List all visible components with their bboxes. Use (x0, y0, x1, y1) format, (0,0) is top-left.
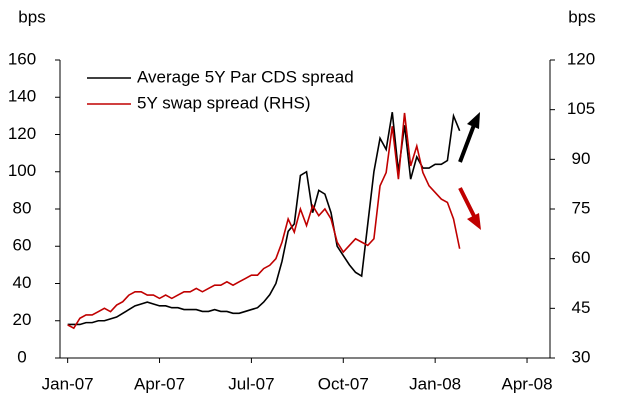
y2-tick-label: 105 (567, 99, 595, 118)
y-tick-label: 40 (13, 273, 32, 292)
x-tick-label: Jul-07 (228, 374, 274, 393)
arrow-up-head (467, 112, 480, 129)
arrow-down-head (467, 213, 481, 230)
y2-axis-label: bps (568, 7, 595, 26)
y-tick-label: 140 (8, 87, 36, 106)
x-tick-label: Jan-08 (409, 374, 461, 393)
y-tick-label: 20 (13, 310, 32, 329)
y-tick-label: 100 (8, 161, 36, 180)
y2-tick-label: 60 (572, 248, 591, 267)
arrow-up (458, 124, 476, 163)
y-tick-label: 160 (8, 49, 36, 68)
y2-tick-label: 45 (572, 298, 591, 317)
series-line (67, 112, 461, 326)
x-tick-label: Apr-07 (134, 374, 185, 393)
y-tick-label: 120 (8, 124, 36, 143)
y-tick-label: 80 (13, 198, 32, 217)
legend-label: 5Y swap spread (RHS) (137, 93, 311, 112)
series-line (67, 112, 461, 330)
legend-label: Average 5Y Par CDS spread (137, 67, 354, 86)
y2-tick-label: 30 (572, 347, 591, 366)
x-tick-label: Oct-07 (318, 374, 369, 393)
x-tick-label: Apr-08 (502, 374, 553, 393)
x-tick-label: Jan-07 (42, 374, 94, 393)
y2-tick-label: 120 (567, 49, 595, 68)
y-tick-label: 60 (13, 236, 32, 255)
arrow-down (458, 187, 476, 217)
y-axis-label: bps (18, 7, 45, 26)
y2-tick-label: 75 (572, 198, 591, 217)
y-tick-label: 0 (17, 347, 26, 366)
y2-tick-label: 90 (572, 149, 591, 168)
